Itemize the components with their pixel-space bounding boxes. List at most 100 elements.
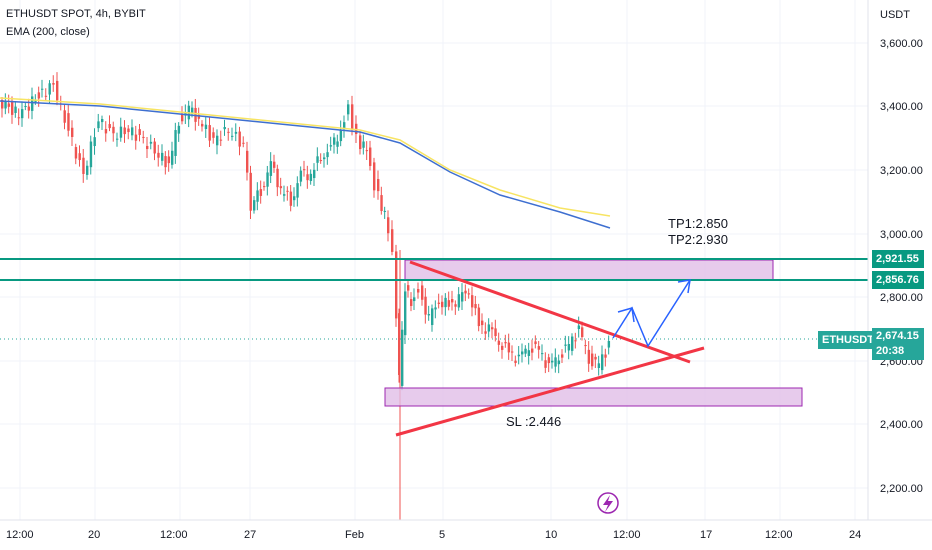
candle-body [339,129,343,142]
candle-body [404,291,407,336]
candle-body [27,106,31,111]
candle-body [138,129,141,135]
candle-body [142,136,145,138]
candle-body [507,342,511,353]
candle-body [387,217,390,234]
candle-body [223,127,226,130]
indicator-label[interactable]: EMA (200, close) [6,26,90,38]
sl-note[interactable]: SL :2.446 [506,414,562,429]
candle-body [601,354,604,371]
time-axis[interactable]: 12:00 20 12:00 27 Feb 5 10 12:00 17 12:0… [6,529,861,541]
price-unit-label[interactable]: USDT [880,9,910,21]
projection-arrow[interactable] [612,279,691,348]
price-tick: 3,400.00 [880,101,923,113]
time-tick: 12:00 [6,529,34,541]
candle-body [74,147,78,159]
candle-body [323,157,326,160]
candle-body [256,190,259,202]
candle-body [249,172,252,211]
candle-body [286,190,289,192]
candle-body [561,354,564,358]
price-tick: 2,800.00 [880,292,923,304]
candle-body [31,96,34,111]
candle-body [191,107,194,114]
candle-body [269,161,273,176]
supply-zone[interactable] [404,259,774,281]
candle-body [347,104,350,115]
candle-body [365,150,369,152]
arrow-head-2 [677,279,691,294]
candle-body [253,200,256,211]
candle-body [474,304,477,309]
candle-body [44,95,48,97]
candle-body [329,145,333,147]
candle-body [167,156,171,164]
candle-body [391,229,394,252]
last-price-badge[interactable]: 2,674.15 20:38 [872,328,924,360]
candle-body [283,194,286,196]
candle-body [101,119,104,123]
candle-body [534,341,537,345]
candle-body [607,341,611,348]
candle-body [511,351,514,353]
candle-body [326,152,329,158]
candle-body [219,139,223,141]
tp1-note[interactable]: TP1:2.850 [668,216,728,231]
candle-body [299,170,303,182]
price-axis[interactable]: 3,600.00 3,400.00 3,200.00 3,000.00 2,80… [880,38,923,495]
candle-body [112,126,115,134]
candle-body [477,307,481,327]
candle-body [594,356,597,360]
candle-body [398,313,401,375]
candle-body [78,153,81,161]
time-tick: 17 [700,529,712,541]
level-tag-2[interactable]: 2,856.76 [872,271,924,289]
candle-body [67,113,70,131]
candle-body [242,142,245,144]
level-tag-1[interactable]: 2,921.55 [872,250,924,268]
time-tick: 27 [244,529,256,541]
candle-body [587,349,591,364]
candle-body [427,314,431,316]
candle-body [491,327,494,330]
candle-body [273,161,276,168]
candle-body [362,141,365,148]
candle-body [417,289,420,293]
candle-body [497,340,501,345]
chart-title: ETHUSDT SPOT, 4h, BYBIT [6,8,146,20]
candle-body [567,344,571,351]
candle-body [471,295,474,308]
candle-body [289,191,293,206]
candle-body [604,354,607,358]
candle-body [48,83,51,95]
candle-body [410,299,413,306]
candle-body [457,294,461,308]
candle-body [279,186,283,189]
candle-body [514,360,517,363]
symbol-badge[interactable]: ETHUSDT [818,331,878,349]
demand-zone[interactable] [384,387,803,407]
candle-body [212,132,215,138]
lightning-icon[interactable] [597,492,619,514]
trendline-upper[interactable] [409,260,691,364]
candle-body [116,138,119,140]
trendline-lower[interactable] [395,346,705,437]
candle-body [123,127,126,135]
candle-body [171,150,174,165]
candle-body [464,290,467,294]
candle-body [7,103,11,107]
candle-body [359,135,362,150]
candle-body [157,152,160,158]
tp2-note[interactable]: TP2:2.930 [668,232,728,247]
candle-body [574,340,577,342]
candle-body [313,169,316,179]
candle-body [581,327,584,338]
candle-body [481,320,484,326]
candle-body [204,124,208,130]
candle-body [227,131,230,133]
time-tick: 12:00 [613,529,641,541]
candle-body [177,125,181,134]
candle-body [447,300,451,307]
time-tick: 5 [439,529,445,541]
